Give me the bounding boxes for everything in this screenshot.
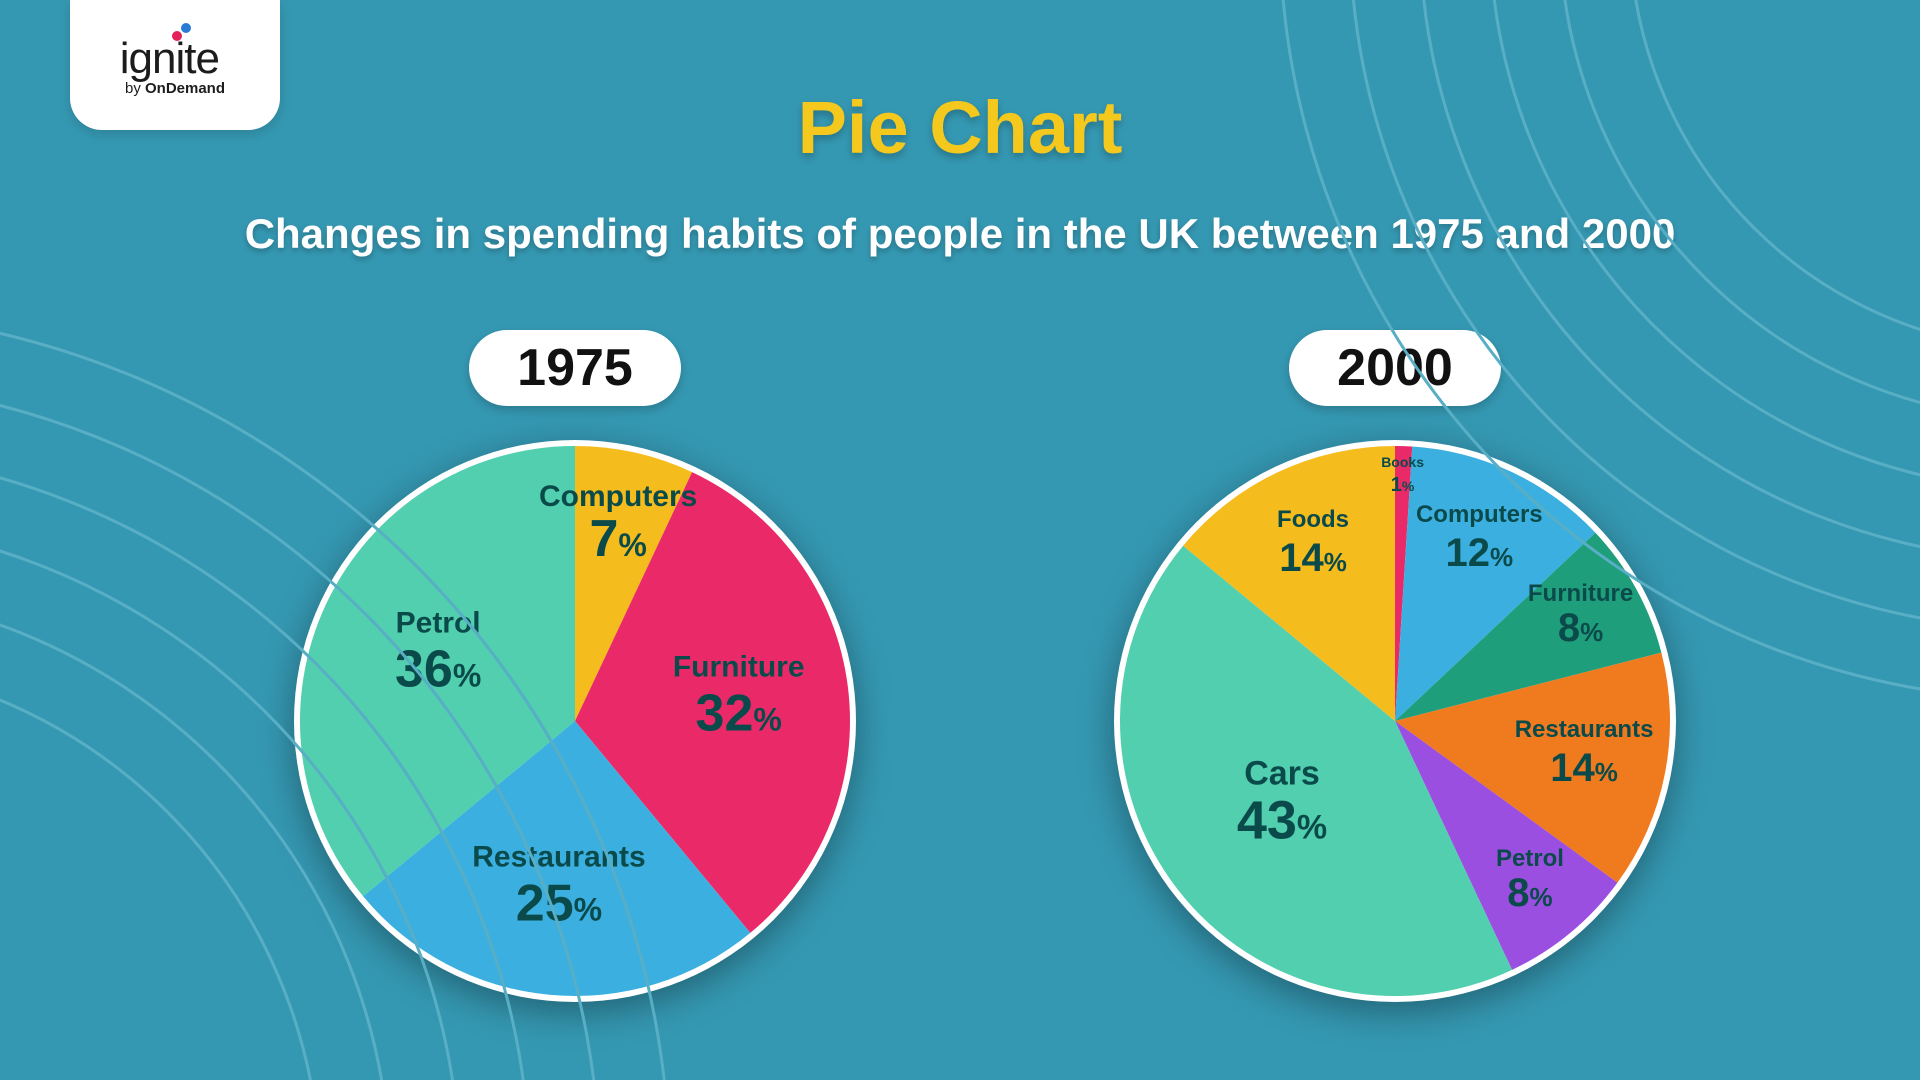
slice-name: Petrol	[396, 607, 481, 640]
year-label: 2000	[1289, 330, 1501, 406]
slice-name: Furniture	[1528, 580, 1633, 607]
page-subtitle: Changes in spending habits of people in …	[0, 210, 1920, 258]
pie-svg: Computers7%Furniture32%Restaurants25%Pet…	[280, 426, 870, 1016]
slice-name: Furniture	[673, 650, 805, 683]
slice-name: Petrol	[1496, 845, 1564, 872]
slice-name: Restaurants	[472, 841, 645, 874]
logo-dot-blue-icon	[181, 23, 191, 33]
chart-2000: 2000Books1%Computers12%Furniture8%Restau…	[1100, 330, 1690, 1016]
logo-text: ignite	[120, 34, 230, 84]
slice-value: 1%	[1391, 474, 1415, 496]
slice-name: Computers	[539, 480, 697, 513]
slice-name: Computers	[1416, 501, 1543, 528]
slice-name: Books	[1381, 454, 1424, 470]
logo-dot-red-icon	[172, 31, 182, 41]
logo-word: ignite	[120, 34, 219, 83]
pie-svg: Books1%Computers12%Furniture8%Restaurant…	[1100, 426, 1690, 1016]
slice-name: Cars	[1244, 755, 1320, 793]
chart-1975: 1975 Computers7%Furniture32%Restaurants25…	[280, 330, 870, 1016]
slice-name: Restaurants	[1515, 716, 1654, 743]
slice-name: Foods	[1277, 506, 1349, 533]
year-label: 1975	[469, 330, 681, 406]
page-title: Pie Chart	[0, 85, 1920, 170]
